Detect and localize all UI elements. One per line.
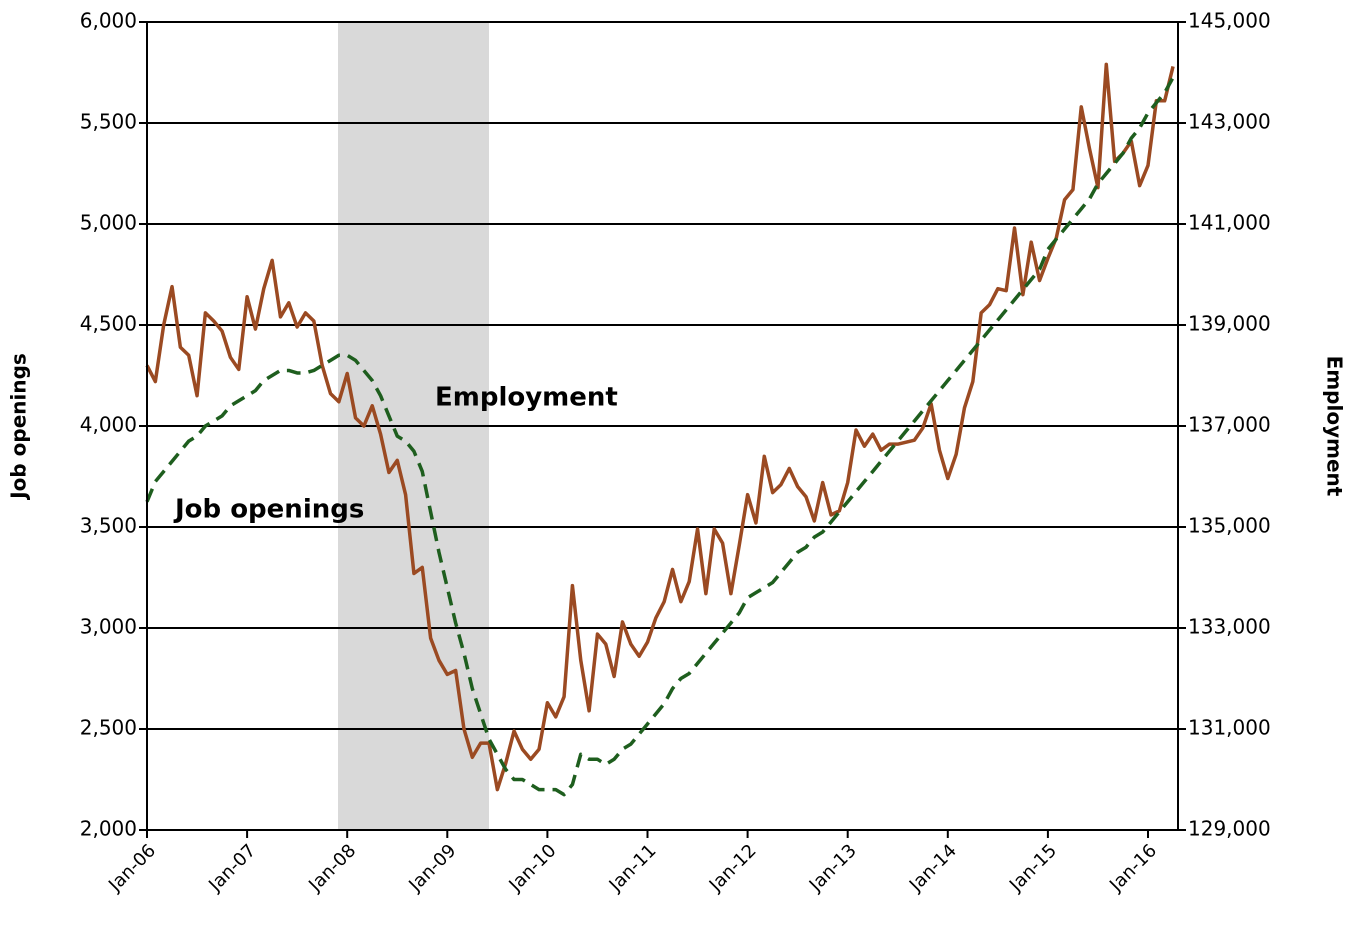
y-tick-label: 3,500 (80, 514, 137, 538)
annotation: Job openings (173, 495, 364, 525)
y2-tick-label: 139,000 (1188, 312, 1271, 336)
series-line (145, 62, 1175, 792)
x-tick-label: Jan-09 (404, 840, 460, 896)
x-tick-label: Jan-12 (705, 840, 761, 896)
y-tick-label: 3,000 (80, 615, 137, 639)
series-line (145, 76, 1175, 797)
y2-tick-label: 133,000 (1188, 615, 1271, 639)
x-tick-label: Jan-06 (104, 840, 160, 896)
y-tick-label: 6,000 (80, 9, 137, 33)
y-tick-label: 2,500 (80, 716, 137, 740)
x-tick-label: Jan-10 (504, 840, 560, 896)
x-tick-label: Jan-07 (204, 840, 260, 896)
x-tick-label: Jan-15 (1005, 840, 1061, 896)
annotation: Employment (435, 383, 618, 413)
y-tick-label: 2,000 (80, 817, 137, 841)
y-tick-label: 5,000 (80, 211, 137, 235)
y2-tick-label: 137,000 (1188, 413, 1271, 437)
y2-tick-label: 135,000 (1188, 514, 1271, 538)
y-tick-label: 4,500 (80, 312, 137, 336)
y2-tick-label: 145,000 (1188, 9, 1271, 33)
y-axis-title: Job openings (7, 353, 31, 501)
y2-tick-label: 141,000 (1188, 211, 1271, 235)
x-tick-label: Jan-08 (304, 840, 360, 896)
x-tick-label: Jan-16 (1105, 840, 1161, 896)
y2-tick-label: 129,000 (1188, 817, 1271, 841)
y2-tick-label: 131,000 (1188, 716, 1271, 740)
y2-tick-label: 143,000 (1188, 110, 1271, 134)
y-tick-label: 4,000 (80, 413, 137, 437)
x-tick-label: Jan-14 (905, 840, 961, 896)
y2-axis-title: Employment (1323, 356, 1347, 497)
y-tick-label: 5,500 (80, 110, 137, 134)
x-tick-label: Jan-11 (605, 840, 661, 896)
x-tick-label: Jan-13 (805, 840, 861, 896)
